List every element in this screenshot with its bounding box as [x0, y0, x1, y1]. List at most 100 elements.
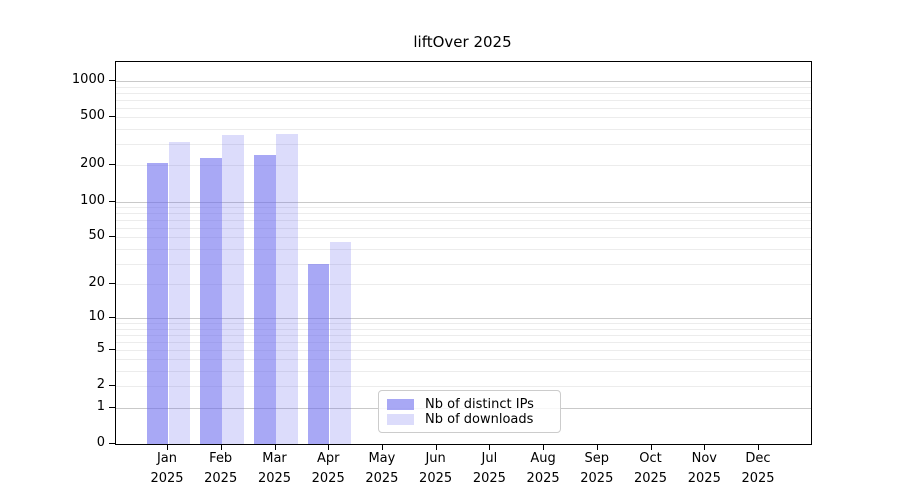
x-tick-label-jun: Jun 2025 [404, 449, 468, 489]
gridline-major-100 [116, 201, 811, 203]
y-tick-label-500: 500 [80, 108, 105, 124]
gridline-minor-9 [116, 323, 811, 324]
gridline-minor-8 [116, 328, 811, 330]
gridline-minor-6 [116, 341, 811, 343]
gridline-minor-50 [116, 237, 811, 239]
y-tick-mark-10 [109, 317, 115, 318]
y-tick-mark-0 [109, 443, 115, 444]
gridline-minor-500 [116, 117, 811, 119]
gridline-minor-20 [116, 284, 811, 285]
gridline-minor-40 [116, 248, 811, 250]
x-tick-mark-jan [167, 444, 168, 450]
bar-jan-nb-of-distinct-ips [146, 162, 168, 444]
gridline-minor-900 [116, 86, 811, 88]
legend-swatch-nb-of-distinct-ips [387, 399, 414, 410]
legend-row-nb-of-distinct-ips: Nb of distinct IPs [387, 397, 550, 412]
x-tick-month-aug: Aug [530, 451, 556, 466]
y-tick-label-1000: 1000 [71, 71, 105, 87]
x-tick-mark-apr [328, 444, 330, 450]
bar-mar-nb-of-distinct-ips [254, 154, 276, 444]
x-tick-year-sep: 2025 [580, 471, 614, 486]
plot-area [115, 61, 812, 445]
x-tick-year-nov: 2025 [687, 471, 721, 486]
gridline-minor-200 [116, 165, 811, 167]
y-tick-mark-1 [109, 406, 115, 408]
x-tick-year-jun: 2025 [419, 471, 453, 486]
gridline-minor-4 [116, 359, 811, 361]
legend-label-nb-of-distinct-ips: Nb of distinct IPs [425, 397, 534, 412]
x-tick-mark-oct [650, 444, 652, 450]
x-tick-label-dec: Dec 2025 [726, 449, 790, 489]
gridline-minor-70 [116, 220, 811, 221]
gridline-minor-2 [116, 386, 811, 388]
gridline-minor-80 [116, 213, 811, 215]
y-tick-label-20: 20 [88, 275, 105, 290]
y-tick-label-1: 1 [96, 398, 105, 414]
x-tick-mark-mar [274, 444, 276, 450]
x-tick-month-jan: Jan [156, 451, 178, 466]
legend-label-nb-of-downloads: Nb of downloads [425, 412, 534, 427]
x-tick-year-jan: 2025 [150, 471, 184, 486]
x-tick-mark-nov [704, 444, 706, 450]
x-tick-mark-may [381, 444, 383, 450]
gridline-minor-300 [116, 144, 811, 146]
x-tick-month-may: May [368, 451, 396, 466]
gridline-major-1000 [116, 80, 811, 82]
x-tick-mark-aug [543, 444, 545, 450]
y-tick-mark-2 [109, 385, 115, 387]
gridline-minor-700 [116, 99, 811, 101]
gridline-minor-30 [116, 263, 811, 265]
gridline-minor-600 [116, 107, 811, 109]
legend-row-nb-of-downloads: Nb of downloads [387, 412, 550, 427]
x-tick-label-apr: Apr 2025 [296, 449, 360, 489]
x-tick-month-jul: Jul [481, 451, 498, 466]
y-tick-mark-500 [109, 116, 115, 118]
x-tick-label-jan: Jan 2025 [135, 449, 199, 489]
gridline-minor-5 [116, 349, 811, 351]
x-tick-month-feb: Feb [209, 451, 233, 466]
legend-swatch-nb-of-downloads [387, 414, 414, 425]
x-tick-label-may: May 2025 [350, 449, 414, 489]
y-tick-mark-100 [109, 200, 115, 202]
y-tick-mark-200 [109, 164, 115, 166]
y-tick-mark-50 [109, 236, 115, 238]
y-tick-label-50: 50 [88, 228, 105, 244]
gridline-minor-7 [116, 334, 811, 336]
y-tick-mark-20 [109, 283, 115, 284]
bar-feb-nb-of-distinct-ips [200, 158, 222, 444]
x-tick-label-jul: Jul 2025 [457, 449, 521, 489]
gridline-major-10 [116, 318, 811, 319]
gridline-minor-3 [116, 371, 811, 373]
x-tick-year-apr: 2025 [311, 471, 345, 486]
gridline-minor-90 [116, 206, 811, 208]
x-tick-month-sep: Sep [584, 451, 610, 466]
x-tick-label-feb: Feb 2025 [189, 449, 253, 489]
gridline-minor-800 [116, 92, 811, 94]
y-tick-mark-1000 [109, 79, 115, 81]
x-tick-year-oct: 2025 [633, 471, 668, 486]
bar-apr-nb-of-downloads [329, 241, 352, 444]
x-tick-mark-dec [758, 444, 759, 450]
y-tick-label-100: 100 [80, 192, 105, 208]
x-tick-mark-feb [220, 444, 222, 450]
gridline-minor-400 [116, 129, 811, 130]
x-tick-label-mar: Mar 2025 [243, 449, 307, 489]
y-tick-mark-5 [109, 348, 115, 350]
x-tick-label-oct: Oct 2025 [619, 449, 683, 489]
x-tick-month-dec: Dec [745, 451, 771, 466]
y-tick-label-5: 5 [96, 340, 105, 356]
x-tick-year-mar: 2025 [257, 471, 292, 486]
bar-jan-nb-of-downloads [168, 141, 190, 444]
y-tick-label-10: 10 [88, 309, 105, 324]
legend: Nb of distinct IPs Nb of downloads [378, 390, 561, 433]
x-tick-mark-sep [596, 444, 598, 450]
x-tick-month-oct: Oct [639, 451, 662, 466]
x-tick-month-jun: Jun [425, 451, 446, 466]
bar-feb-nb-of-downloads [222, 134, 244, 444]
x-tick-mark-jul [489, 444, 491, 450]
gridline-minor-60 [116, 228, 811, 229]
chart-title: liftOver 2025 [413, 33, 512, 51]
x-tick-label-aug: Aug 2025 [511, 449, 575, 489]
x-tick-month-mar: Mar [262, 451, 287, 466]
